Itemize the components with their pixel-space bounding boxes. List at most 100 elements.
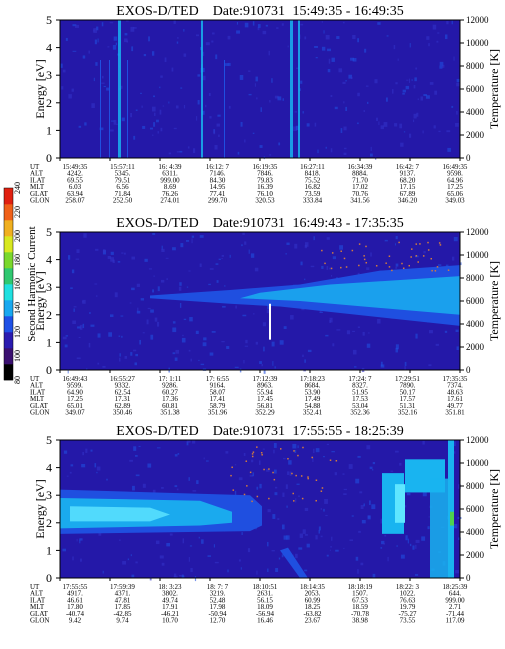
y-tick-label: 1: [46, 543, 52, 557]
texture-cell: [130, 113, 133, 118]
texture-cell: [310, 265, 315, 268]
texture-cell: [75, 258, 80, 260]
texture-cell: [240, 121, 243, 127]
texture-cell: [227, 569, 229, 573]
texture-cell: [183, 318, 187, 321]
texture-cell: [409, 43, 411, 48]
texture-cell: [202, 51, 205, 56]
ephemeris-label: GLON: [30, 197, 49, 205]
texture-cell: [331, 451, 335, 453]
scatter-dot: [287, 457, 289, 460]
texture-cell: [142, 125, 146, 129]
ephemeris-value: 16:55:27: [110, 375, 135, 383]
texture-cell: [352, 58, 357, 62]
texture-cell: [294, 243, 298, 249]
texture-cell: [171, 67, 174, 72]
texture-cell: [150, 309, 154, 313]
texture-cell: [173, 573, 177, 577]
scatter-dot: [427, 249, 430, 251]
scatter-dot: [419, 243, 421, 245]
texture-cell: [312, 457, 314, 463]
texture-cell: [395, 344, 399, 350]
scatter-dot: [246, 485, 248, 487]
texture-cell: [189, 545, 193, 547]
texture-cell: [260, 107, 262, 112]
ephemeris-value: 351.81: [445, 409, 465, 417]
texture-cell: [429, 82, 434, 85]
texture-cell: [76, 538, 78, 542]
texture-cell: [343, 101, 345, 104]
texture-cell: [200, 363, 205, 366]
texture-cell: [140, 298, 145, 301]
texture-cell: [274, 492, 278, 496]
texture-cell: [396, 545, 398, 547]
texture-cell: [213, 544, 215, 548]
texture-cell: [238, 477, 243, 481]
ephemeris-value: 3219.: [210, 590, 226, 598]
texture-cell: [71, 88, 74, 92]
texture-cell: [262, 322, 266, 327]
texture-cell: [378, 121, 380, 126]
texture-cell: [342, 21, 345, 24]
ephemeris-value: 18:18:19: [348, 583, 373, 591]
texture-cell: [343, 488, 347, 491]
y-right-tick-label: 10000: [466, 38, 489, 48]
texture-cell: [183, 53, 187, 57]
ephemeris-value: 12.70: [210, 617, 226, 625]
ephemeris-label: MLT: [30, 603, 45, 611]
texture-cell: [227, 35, 231, 40]
texture-cell: [412, 545, 415, 550]
ephemeris-table: UT 16:49:43 16:55:27 17: 1:11 17: 6:55 17:12:…: [30, 375, 468, 417]
ephemeris-value: 5345.: [115, 170, 131, 178]
ephemeris-value: 8.69: [164, 183, 177, 191]
ephemeris-value: 63.94: [67, 190, 83, 198]
texture-cell: [70, 464, 74, 467]
texture-cell: [206, 460, 209, 462]
texture-cell: [339, 245, 344, 250]
y-tick-label: 1: [46, 123, 52, 137]
texture-cell: [262, 30, 267, 35]
texture-cell: [88, 342, 91, 348]
scatter-dot: [268, 468, 270, 470]
texture-cell: [307, 349, 312, 353]
texture-cell: [446, 130, 451, 133]
texture-cell: [252, 21, 255, 26]
ephemeris-value: 644.: [449, 590, 462, 598]
texture-cell: [203, 457, 205, 460]
scatter-dot: [422, 255, 425, 257]
texture-cell: [151, 51, 155, 56]
ephemeris-value: 73.55: [400, 617, 416, 625]
texture-cell: [283, 535, 288, 540]
texture-cell: [161, 562, 165, 566]
texture-cell: [203, 337, 207, 341]
texture-cell: [425, 95, 430, 99]
scatter-dot: [331, 252, 334, 254]
ephemeris-value: 352.36: [350, 409, 370, 417]
ephemeris-value: 341.56: [350, 197, 370, 205]
texture-cell: [78, 125, 82, 128]
texture-cell: [328, 58, 331, 64]
texture-cell: [372, 573, 376, 578]
texture-cell: [97, 38, 99, 43]
ephemeris-label: ALT: [30, 170, 44, 178]
ephemeris-value: 16.46: [257, 617, 273, 625]
texture-cell: [154, 317, 158, 322]
texture-cell: [147, 307, 151, 310]
texture-cell: [423, 94, 427, 97]
texture-cell: [315, 535, 318, 540]
ephemeris-value: 17: 6:55: [206, 375, 230, 383]
texture-cell: [413, 84, 416, 89]
texture-cell: [191, 235, 195, 238]
texture-cell: [366, 267, 370, 271]
texture-cell: [267, 541, 269, 547]
texture-cell: [256, 570, 258, 575]
texture-cell: [263, 346, 265, 352]
ephemeris-value: 15:49:35: [63, 163, 88, 171]
texture-cell: [268, 50, 270, 56]
chart-time-range: 17:55:55 - 18:25:39: [293, 424, 404, 439]
scatter-dot: [231, 466, 233, 469]
ephemeris-value: -40.74: [66, 610, 85, 618]
ephemeris-value: 999.00: [445, 596, 465, 604]
colorbar-segment: [4, 300, 13, 317]
ephemeris-value: 77.41: [210, 190, 226, 198]
